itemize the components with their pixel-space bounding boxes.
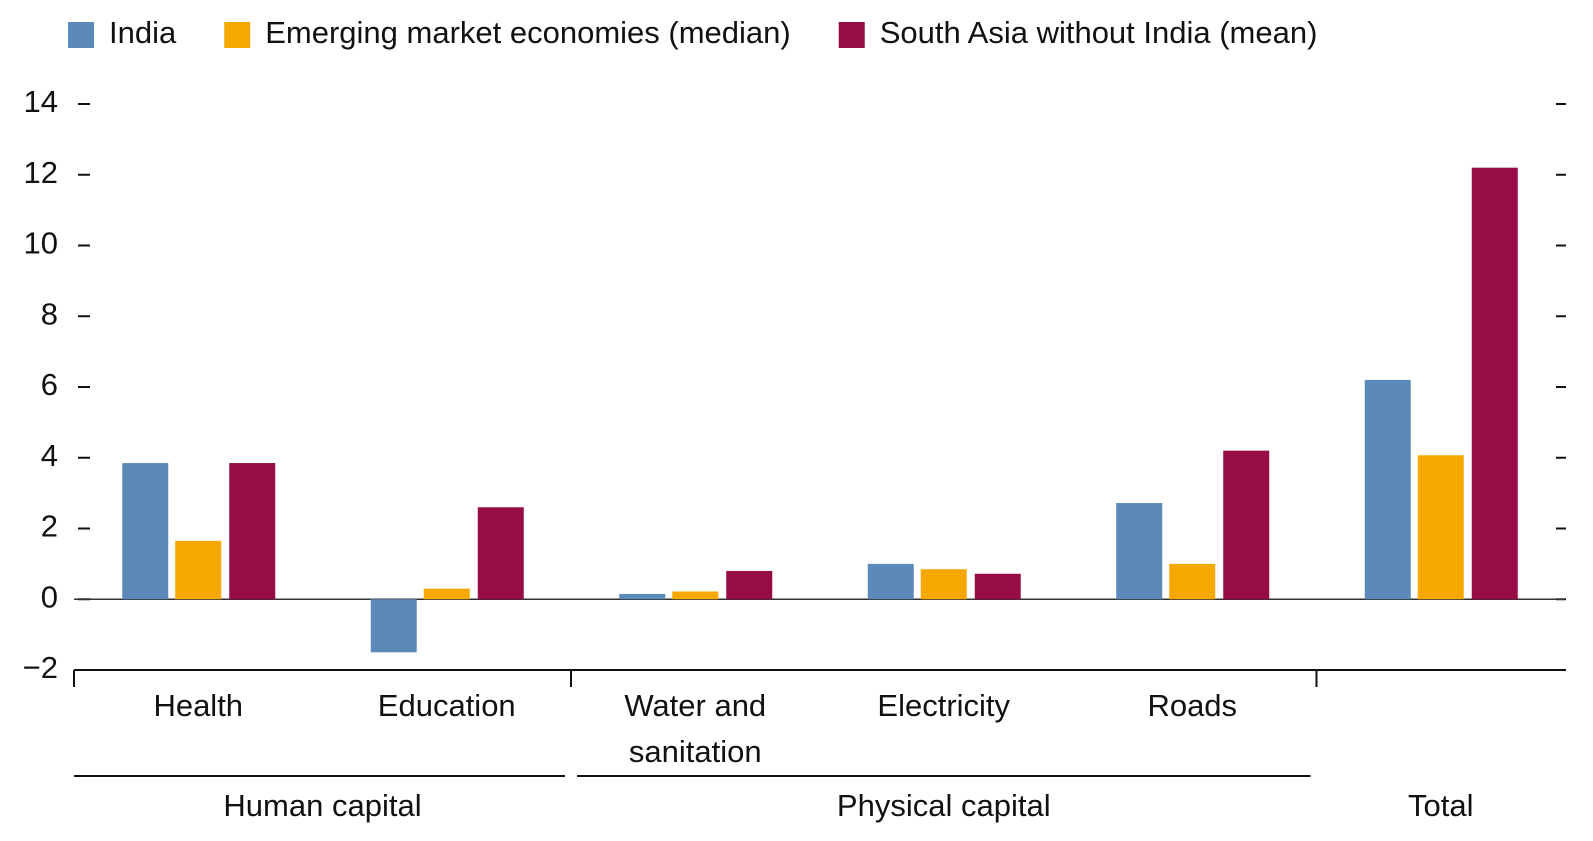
- x-tick-label: Electricity: [877, 688, 1011, 723]
- bar: [423, 588, 470, 600]
- bar: [974, 573, 1021, 600]
- y-tick-label: 8: [41, 296, 58, 331]
- x-tick-label: Water and sanitation: [624, 688, 767, 769]
- group-label: Human capital: [223, 788, 421, 823]
- y-tick-label: 2: [41, 509, 58, 544]
- bar: [672, 591, 719, 600]
- bar: [1116, 503, 1163, 600]
- y-tick-label: 6: [41, 367, 58, 402]
- x-tick-label: Roads: [1147, 688, 1238, 723]
- bar: [1471, 167, 1518, 600]
- legend-swatch: [68, 22, 94, 48]
- bar: [175, 540, 222, 600]
- bar: [726, 570, 773, 600]
- legend-label: India: [109, 15, 177, 50]
- bar: [477, 507, 524, 600]
- legend-swatch: [224, 22, 251, 48]
- bar: [920, 569, 967, 600]
- group-label: Physical capital: [837, 788, 1051, 823]
- legend-label: Emerging market economies (median): [265, 15, 791, 50]
- bar: [1417, 455, 1464, 600]
- bar: [1364, 379, 1411, 600]
- y-tick-label: 0: [41, 579, 58, 614]
- y-tick-label: 4: [41, 438, 58, 473]
- y-tick-label: 14: [24, 84, 58, 119]
- legend-label: South Asia without India (mean): [880, 15, 1318, 50]
- y-tick-label: −2: [23, 650, 58, 685]
- legend-swatch: [838, 22, 865, 48]
- bar: [1223, 450, 1270, 600]
- bar: [229, 463, 276, 600]
- group-label: Total: [1408, 788, 1473, 823]
- y-tick-label: 10: [24, 226, 58, 261]
- y-tick-label: 12: [24, 155, 58, 190]
- bar: [370, 599, 417, 653]
- bar: [122, 463, 169, 600]
- x-tick-label: Education: [377, 688, 516, 723]
- x-tick-label: Health: [153, 688, 244, 723]
- bar: [619, 593, 666, 600]
- bar: [867, 563, 914, 600]
- bar: [1169, 563, 1216, 600]
